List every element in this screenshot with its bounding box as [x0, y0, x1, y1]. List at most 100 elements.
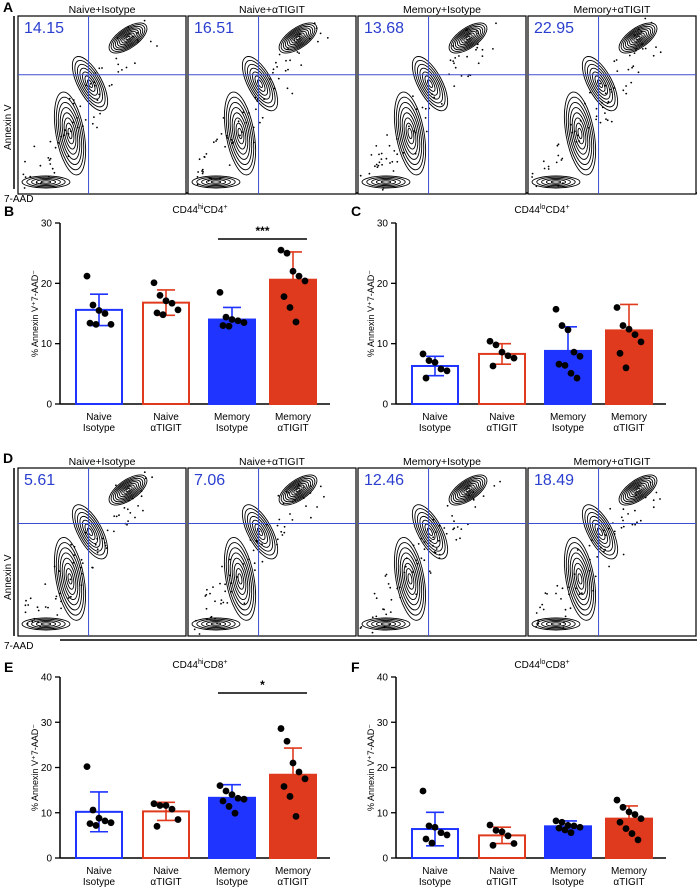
contour-line	[592, 71, 608, 96]
y-tick-label: 20	[41, 279, 53, 290]
contour-line	[280, 24, 316, 52]
event-dot	[49, 163, 52, 165]
contour-line	[531, 175, 581, 189]
contour-line	[26, 176, 66, 188]
event-dot	[31, 620, 34, 623]
event-dot	[420, 537, 423, 540]
data-point	[492, 826, 500, 834]
event-dot	[220, 599, 223, 601]
event-dot	[382, 187, 385, 189]
event-dot	[440, 103, 443, 105]
event-dot	[126, 508, 129, 511]
event-dot	[108, 85, 111, 87]
event-dot	[652, 54, 655, 57]
event-dot	[396, 160, 399, 163]
data-point	[89, 806, 97, 814]
event-dot	[283, 531, 286, 534]
event-dot	[222, 601, 225, 604]
event-dot	[115, 515, 118, 518]
data-point	[280, 783, 288, 790]
data-point	[631, 811, 639, 818]
x-tick-label: Naive	[489, 866, 515, 877]
event-dot	[60, 600, 62, 603]
contour-line	[196, 176, 236, 188]
contour-line	[569, 552, 591, 606]
data-point	[92, 320, 100, 328]
event-dot	[76, 117, 78, 119]
event-dot	[272, 71, 274, 74]
contour-line	[74, 59, 106, 108]
contour-line	[231, 557, 249, 601]
event-dot	[53, 565, 56, 568]
event-dot	[315, 27, 318, 29]
event-dot	[389, 611, 392, 613]
event-dot	[376, 166, 379, 169]
data-point	[419, 350, 427, 358]
contour-line	[565, 542, 595, 616]
contour-line	[545, 621, 567, 627]
event-dot	[644, 496, 647, 499]
event-dot	[455, 538, 458, 541]
event-dot	[574, 587, 577, 590]
event-dot	[634, 494, 637, 496]
event-dot	[631, 66, 633, 69]
event-dot	[113, 515, 116, 517]
contour-line	[117, 29, 139, 47]
contour-line	[282, 477, 314, 503]
event-dot	[535, 625, 537, 628]
event-dot	[604, 534, 607, 536]
contour-line	[545, 179, 567, 185]
event-dot	[134, 516, 136, 519]
event-dot	[299, 35, 301, 38]
event-dot	[403, 571, 406, 574]
event-dot	[613, 533, 616, 535]
event-dot	[207, 179, 210, 182]
event-dot	[431, 93, 433, 95]
contour-line	[79, 515, 101, 548]
data-point	[576, 352, 584, 360]
y-tick-label: 30	[377, 718, 389, 729]
data-point	[564, 326, 572, 334]
contour-line	[633, 486, 643, 494]
event-dot	[562, 626, 565, 628]
event-dot	[212, 141, 215, 144]
data-point	[616, 349, 624, 357]
flow-plot: Naive+Isotype 5.61	[17, 456, 187, 637]
event-dot	[381, 188, 384, 191]
event-dot	[368, 172, 371, 175]
event-dot	[284, 69, 287, 72]
contour-line	[416, 512, 444, 552]
event-dot	[385, 613, 388, 616]
event-dot	[236, 576, 239, 578]
event-dot	[616, 70, 619, 72]
event-dot	[378, 161, 381, 164]
event-dot	[54, 597, 57, 600]
contour-line	[114, 479, 142, 501]
plot-title: Naive+αTIGIT	[239, 4, 305, 16]
contour-line	[229, 107, 251, 160]
event-dot	[228, 558, 231, 561]
contour-line	[563, 536, 597, 621]
event-dot	[547, 165, 550, 168]
event-dot	[467, 75, 469, 78]
event-dot	[360, 626, 363, 628]
event-dot	[116, 37, 119, 39]
event-dot	[415, 593, 418, 596]
event-dot	[44, 606, 47, 608]
contour-line	[278, 22, 318, 54]
event-dot	[253, 562, 256, 565]
bar-chart-b: B CD44hiCD4+ % Annexin V⁺7-AAD⁻ 0 10 20 30 Naiv…	[4, 203, 330, 434]
event-dot	[537, 622, 540, 625]
event-dot	[588, 570, 591, 572]
event-dot	[644, 47, 647, 50]
data-point	[558, 322, 566, 329]
plot-frame	[17, 15, 187, 195]
event-dot	[408, 125, 410, 128]
event-dot	[47, 175, 50, 178]
event-dot	[197, 171, 200, 173]
event-dot	[571, 131, 574, 134]
event-dot	[542, 160, 545, 163]
event-dot	[212, 586, 214, 588]
event-dot	[590, 539, 593, 542]
contour-line	[295, 487, 301, 493]
